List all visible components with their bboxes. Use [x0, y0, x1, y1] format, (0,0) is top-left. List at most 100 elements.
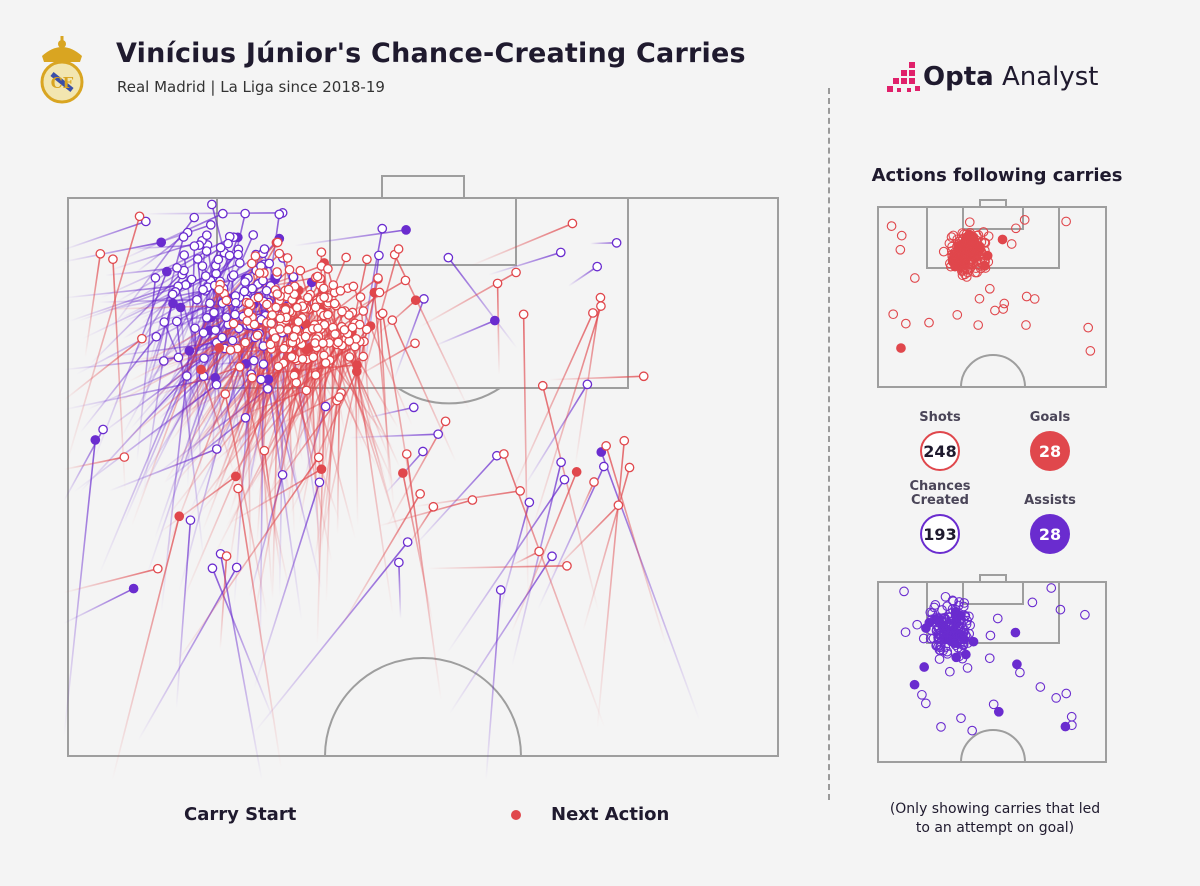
next-action-dot	[261, 285, 272, 296]
next-action-dot	[272, 289, 283, 299]
opta-analyst-logo: Opta Analyst	[887, 60, 1127, 100]
chances-created-value-badge: 193	[920, 514, 960, 554]
mini-action-dot	[1027, 597, 1038, 608]
opta-logo-icon	[887, 62, 920, 92]
mini-action-dot	[998, 304, 1009, 314]
carry-line	[596, 440, 626, 730]
mini-action-dot	[940, 620, 951, 631]
mini-action-dot	[899, 586, 909, 597]
next-action-dot	[243, 307, 254, 318]
mini-action-dot	[968, 258, 979, 268]
mini-action-dot	[936, 722, 946, 732]
mini-action-dot	[940, 591, 951, 602]
mini-action-dot	[1051, 693, 1062, 703]
mini-action-dot	[920, 698, 931, 709]
next-action-dot	[213, 254, 224, 265]
pitch-outline	[67, 197, 779, 757]
carry-line	[524, 383, 589, 486]
next-action-dot	[312, 271, 323, 282]
carry-line	[130, 244, 200, 250]
next-action-dot	[402, 537, 413, 547]
carry-line	[379, 315, 391, 488]
next-action-dot	[207, 199, 217, 210]
mini-action-dot	[960, 611, 970, 622]
mini-action-dot	[964, 217, 975, 228]
mini-action-dot-filled	[1012, 659, 1022, 670]
carry-line	[238, 328, 254, 493]
page-title: Vinícius Júnior's Chance-Creating Carrie…	[116, 38, 746, 69]
carry-line	[386, 420, 447, 527]
next-action-dot-filled	[230, 471, 241, 482]
next-action-dot	[273, 361, 284, 372]
carry-line	[237, 488, 282, 769]
next-action-dot	[288, 272, 299, 282]
next-action-dot	[190, 323, 200, 334]
mini-action-dot	[1015, 667, 1025, 678]
next-action-dot	[179, 250, 190, 260]
legend-carry-start: Carry Start	[184, 804, 297, 825]
carry-line	[145, 212, 283, 215]
carry-line	[219, 556, 228, 650]
next-action-dot	[234, 258, 245, 268]
next-action-dot	[214, 284, 225, 295]
next-action-dot	[355, 292, 366, 302]
next-action-dot	[619, 435, 630, 446]
next-action-dot	[198, 327, 209, 338]
mini-action-dot	[965, 246, 976, 257]
next-action-dot	[211, 444, 222, 454]
mini-action-dot	[962, 663, 973, 673]
next-action-dot	[256, 374, 266, 385]
carry-line	[510, 471, 578, 634]
carry-line	[134, 224, 212, 252]
mini-action-dot	[1083, 322, 1094, 333]
carry-line	[447, 257, 518, 349]
next-action-dot	[223, 238, 233, 249]
next-action-dot	[323, 264, 333, 274]
next-action-dot	[534, 546, 544, 557]
mini-action-dot	[1085, 346, 1096, 356]
goal	[381, 175, 465, 199]
next-action-dot	[221, 312, 232, 323]
mini-action-dot	[957, 266, 967, 277]
mini-action-dot	[886, 221, 897, 231]
carry-line	[488, 251, 562, 276]
carry-line	[508, 312, 594, 498]
next-action-dot	[598, 461, 609, 472]
carry-line	[582, 467, 631, 631]
next-action-dot	[537, 380, 548, 391]
next-action-dot	[337, 306, 347, 317]
carry-line	[314, 306, 397, 488]
next-action-dot	[230, 297, 241, 308]
carry-line	[182, 337, 293, 456]
next-action-dot	[137, 333, 147, 344]
next-action-dot	[230, 309, 240, 320]
mini-action-dot	[971, 248, 982, 259]
mini-action-dot	[990, 305, 1000, 316]
mini-action-dot	[980, 263, 991, 273]
next-action-dot	[329, 298, 340, 309]
carry-line	[381, 313, 423, 557]
carry-line	[398, 562, 402, 619]
carry-line	[63, 241, 162, 263]
next-action-dot	[210, 325, 221, 335]
next-action-dot	[205, 298, 215, 309]
next-action-dot-filled	[156, 237, 167, 248]
next-action-dot	[205, 220, 216, 230]
shots-mini-pitch	[877, 199, 1107, 388]
next-action-dot	[185, 515, 196, 526]
carry-line	[496, 283, 500, 375]
brand-name-light: Analyst	[1001, 62, 1099, 92]
next-action-dot	[559, 474, 570, 485]
next-action-dot	[314, 477, 325, 488]
carry-line	[471, 222, 573, 267]
next-action-dot	[613, 500, 624, 511]
next-action-dot	[217, 208, 228, 219]
next-action-dot	[374, 250, 384, 261]
next-action-dot	[288, 331, 299, 342]
carry-line	[98, 317, 208, 574]
carry-line	[337, 493, 421, 632]
next-action-dot	[228, 318, 239, 329]
mini-action-dot	[984, 653, 995, 664]
next-action-dot	[596, 301, 606, 311]
carry-line	[263, 450, 281, 570]
